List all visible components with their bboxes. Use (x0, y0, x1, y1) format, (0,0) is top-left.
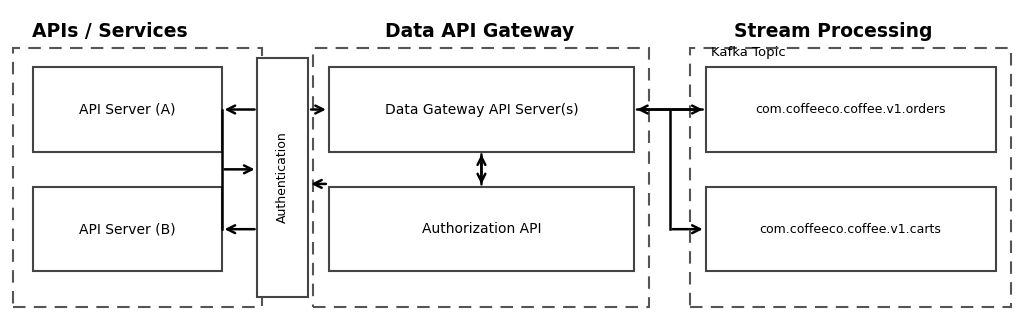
Text: Authorization API: Authorization API (422, 222, 542, 236)
Bar (257, 58, 308, 297)
Text: Authentication: Authentication (276, 132, 290, 223)
Bar (13, 48, 262, 307)
Text: Data Gateway API Server(s): Data Gateway API Server(s) (385, 103, 579, 116)
Text: Kafka Topic: Kafka Topic (711, 46, 785, 60)
Bar (313, 48, 649, 307)
Bar (706, 187, 995, 271)
Text: API Server (A): API Server (A) (79, 103, 176, 116)
Bar (329, 67, 634, 152)
Text: API Server (B): API Server (B) (79, 222, 176, 236)
Text: com.coffeeco.coffee.v1.carts: com.coffeeco.coffee.v1.carts (760, 223, 942, 236)
Text: Data API Gateway: Data API Gateway (385, 22, 574, 41)
Text: APIs / Services: APIs / Services (32, 22, 187, 41)
Bar (34, 187, 222, 271)
Text: Stream Processing: Stream Processing (733, 22, 932, 41)
Text: com.coffeeco.coffee.v1.orders: com.coffeeco.coffee.v1.orders (756, 103, 946, 116)
Bar (706, 67, 995, 152)
Bar (690, 48, 1011, 307)
Bar (34, 67, 222, 152)
Bar (329, 187, 634, 271)
